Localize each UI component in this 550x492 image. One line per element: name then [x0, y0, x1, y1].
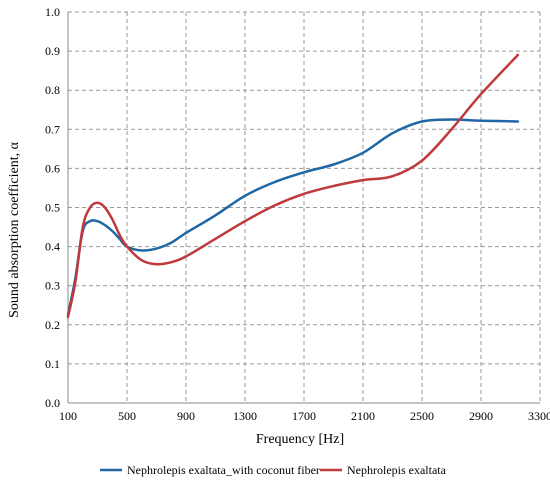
x-axis-title: Frequency [Hz]: [256, 432, 344, 447]
y-tick-labels: 0.0 0.1 0.2 0.3 0.4 0.5 0.6 0.7 0.8 0.9 1.0: [45, 5, 60, 410]
grid: [67, 11, 541, 404]
x-tick-labels: 100 500 900 1300 1700 2100 2500 2900 3300: [59, 409, 550, 423]
x-tick-label: 2900: [469, 409, 493, 423]
legend-label-1: Nephrolepis exaltata_with coconut fiber: [127, 463, 320, 477]
y-tick-label: 1.0: [45, 5, 60, 19]
y-tick-label: 0.2: [45, 318, 60, 332]
y-tick-label: 0.0: [45, 396, 60, 410]
y-tick-label: 0.1: [45, 357, 60, 371]
x-tick-label: 2100: [351, 409, 375, 423]
x-tick-label: 900: [177, 409, 195, 423]
series-line-1: [66, 118, 520, 317]
y-axis-title: Sound absorption coefficient, α: [7, 141, 22, 317]
x-tick-label: 1300: [233, 409, 257, 423]
y-tick-label: 0.3: [45, 279, 60, 293]
x-tick-label: 1700: [292, 409, 316, 423]
x-tick-label: 2500: [410, 409, 434, 423]
legend: Nephrolepis exaltata_with coconut fiber N…: [100, 463, 447, 477]
x-tick-label: 500: [118, 409, 136, 423]
series-lines: [66, 53, 520, 319]
y-tick-label: 0.5: [45, 201, 60, 215]
legend-label-2: Nephrolepis exaltata: [347, 463, 447, 477]
x-tick-label: 3300: [528, 409, 550, 423]
y-tick-label: 0.7: [45, 122, 60, 136]
x-tick-label: 100: [59, 409, 77, 423]
y-tick-label: 0.4: [45, 240, 60, 254]
y-tick-label: 0.8: [45, 83, 60, 97]
y-tick-label: 0.9: [45, 44, 60, 58]
series-line-2: [66, 53, 520, 319]
y-tick-label: 0.6: [45, 161, 60, 175]
